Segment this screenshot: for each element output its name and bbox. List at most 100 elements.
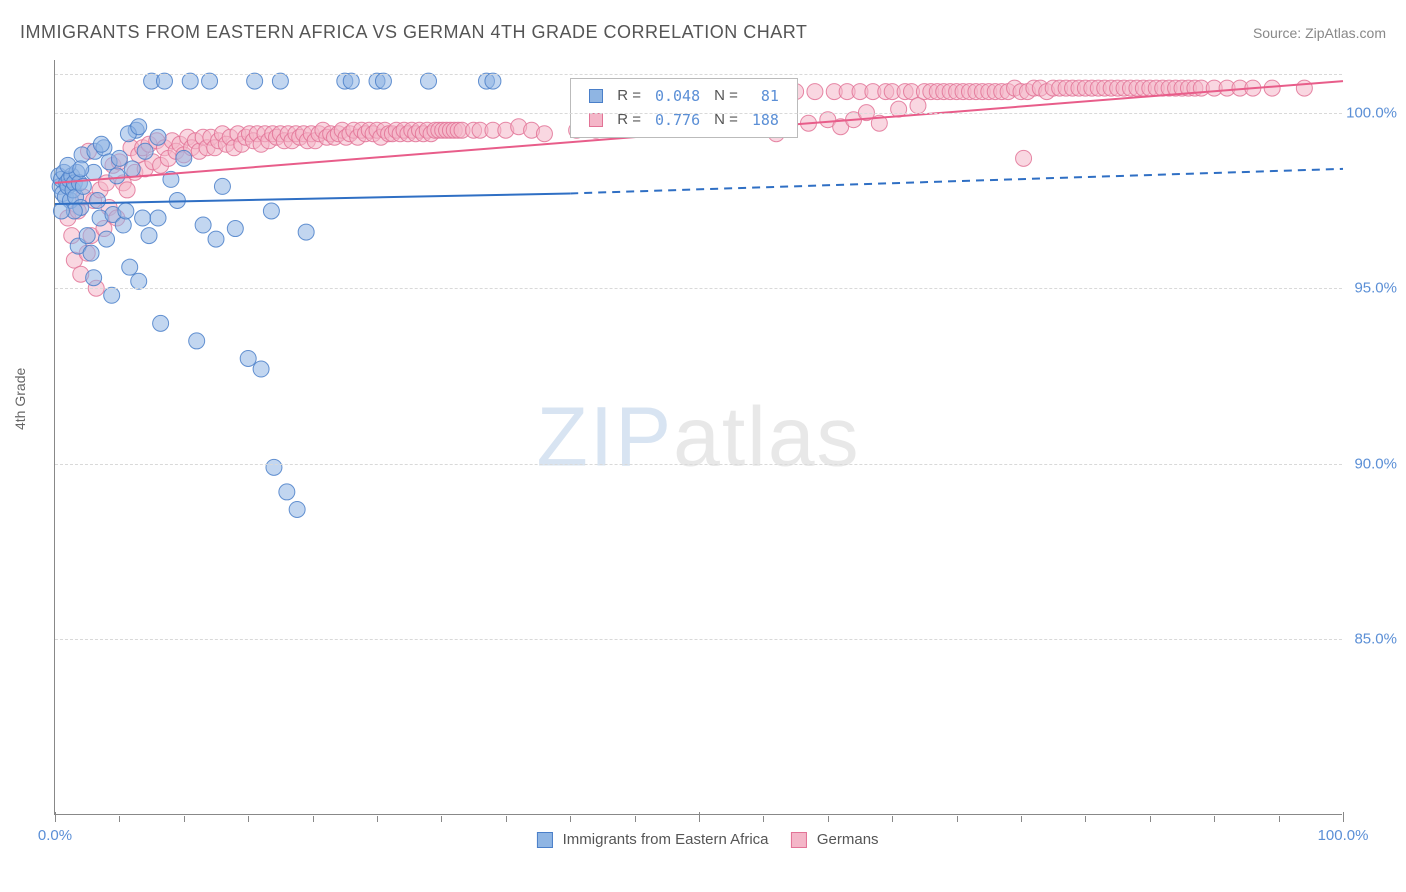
point-eastern_africa	[83, 245, 99, 261]
y-tick-label: 100.0%	[1346, 104, 1397, 121]
point-eastern_africa	[90, 192, 106, 208]
x-tick	[892, 816, 893, 822]
legend-n-eastern-africa: 81	[746, 85, 785, 107]
point-eastern_africa	[156, 73, 172, 89]
point-eastern_africa	[182, 73, 198, 89]
point-eastern_africa	[104, 287, 120, 303]
point-eastern_africa	[202, 73, 218, 89]
point-germans	[119, 182, 135, 198]
x-tick	[828, 816, 829, 822]
point-eastern_africa	[93, 136, 109, 152]
point-eastern_africa	[79, 228, 95, 244]
point-eastern_africa	[289, 501, 305, 517]
point-eastern_africa	[137, 143, 153, 159]
x-tick	[763, 816, 764, 822]
point-germans	[1296, 80, 1312, 96]
chart-svg	[55, 60, 1342, 814]
x-tick	[248, 816, 249, 822]
x-tick-label: 100.0%	[1318, 827, 1369, 844]
gridline	[55, 288, 1342, 289]
point-eastern_africa	[375, 73, 391, 89]
x-tick-label: 0.0%	[38, 827, 72, 844]
point-germans	[1016, 150, 1032, 166]
point-eastern_africa	[99, 231, 115, 247]
point-eastern_africa	[115, 217, 131, 233]
y-axis-label: 4th Grade	[12, 368, 28, 430]
trendline-eastern-africa-dashed	[570, 169, 1343, 194]
gridline	[55, 464, 1342, 465]
point-eastern_africa	[135, 210, 151, 226]
point-eastern_africa	[214, 178, 230, 194]
bottom-swatch-germans	[791, 832, 807, 848]
point-eastern_africa	[150, 129, 166, 145]
x-tick	[1150, 816, 1151, 822]
x-tick	[1343, 812, 1344, 822]
point-eastern_africa	[131, 119, 147, 135]
point-eastern_africa	[122, 259, 138, 275]
legend-swatch-germans	[589, 113, 603, 127]
point-eastern_africa	[227, 221, 243, 237]
chart-header: IMMIGRANTS FROM EASTERN AFRICA VS GERMAN…	[20, 22, 1386, 43]
x-tick	[377, 816, 378, 822]
point-eastern_africa	[153, 315, 169, 331]
point-eastern_africa	[266, 459, 282, 475]
x-tick	[1085, 816, 1086, 822]
y-tick-label: 95.0%	[1354, 280, 1397, 297]
point-eastern_africa	[263, 203, 279, 219]
bottom-legend: Immigrants from Eastern Africa Germans	[518, 831, 878, 848]
bottom-label-germans: Germans	[817, 831, 879, 848]
point-germans	[807, 84, 823, 100]
point-eastern_africa	[247, 73, 263, 89]
point-eastern_africa	[195, 217, 211, 233]
point-germans	[536, 126, 552, 142]
point-eastern_africa	[272, 73, 288, 89]
legend-r-eastern-africa: 0.048	[649, 85, 706, 107]
point-eastern_africa	[109, 168, 125, 184]
point-eastern_africa	[421, 73, 437, 89]
bottom-swatch-eastern-africa	[536, 832, 552, 848]
point-eastern_africa	[111, 150, 127, 166]
point-eastern_africa	[131, 273, 147, 289]
stats-legend: R = 0.048 N = 81 R = 0.776 N = 188	[570, 78, 798, 138]
x-tick	[119, 816, 120, 822]
x-tick	[957, 816, 958, 822]
chart-plot-area: ZIPatlas R = 0.048 N = 81 R = 0.776 N = …	[54, 60, 1342, 815]
gridline	[55, 113, 1342, 114]
point-eastern_africa	[53, 203, 69, 219]
source-attribution: Source: ZipAtlas.com	[1253, 25, 1386, 41]
x-tick	[184, 816, 185, 822]
x-tick	[506, 816, 507, 822]
point-eastern_africa	[343, 73, 359, 89]
point-eastern_africa	[208, 231, 224, 247]
gridline	[55, 639, 1342, 640]
point-eastern_africa	[141, 228, 157, 244]
point-eastern_africa	[150, 210, 166, 226]
x-tick	[55, 812, 56, 822]
chart-title: IMMIGRANTS FROM EASTERN AFRICA VS GERMAN…	[20, 22, 807, 43]
legend-n-label: N =	[708, 85, 744, 107]
x-tick	[699, 812, 700, 822]
point-eastern_africa	[253, 361, 269, 377]
x-tick	[441, 816, 442, 822]
gridline	[55, 74, 1342, 75]
point-eastern_africa	[485, 73, 501, 89]
y-tick-label: 85.0%	[1354, 631, 1397, 648]
x-tick	[313, 816, 314, 822]
point-eastern_africa	[124, 161, 140, 177]
x-tick	[570, 816, 571, 822]
x-tick	[635, 816, 636, 822]
point-eastern_africa	[176, 150, 192, 166]
point-eastern_africa	[279, 484, 295, 500]
x-tick	[1021, 816, 1022, 822]
x-tick	[1214, 816, 1215, 822]
x-tick	[1279, 816, 1280, 822]
point-eastern_africa	[240, 350, 256, 366]
point-eastern_africa	[298, 224, 314, 240]
bottom-label-eastern-africa: Immigrants from Eastern Africa	[563, 831, 769, 848]
point-eastern_africa	[118, 203, 134, 219]
point-eastern_africa	[189, 333, 205, 349]
point-eastern_africa	[86, 270, 102, 286]
point-eastern_africa	[73, 161, 89, 177]
legend-r-label: R =	[611, 85, 647, 107]
y-tick-label: 90.0%	[1354, 455, 1397, 472]
